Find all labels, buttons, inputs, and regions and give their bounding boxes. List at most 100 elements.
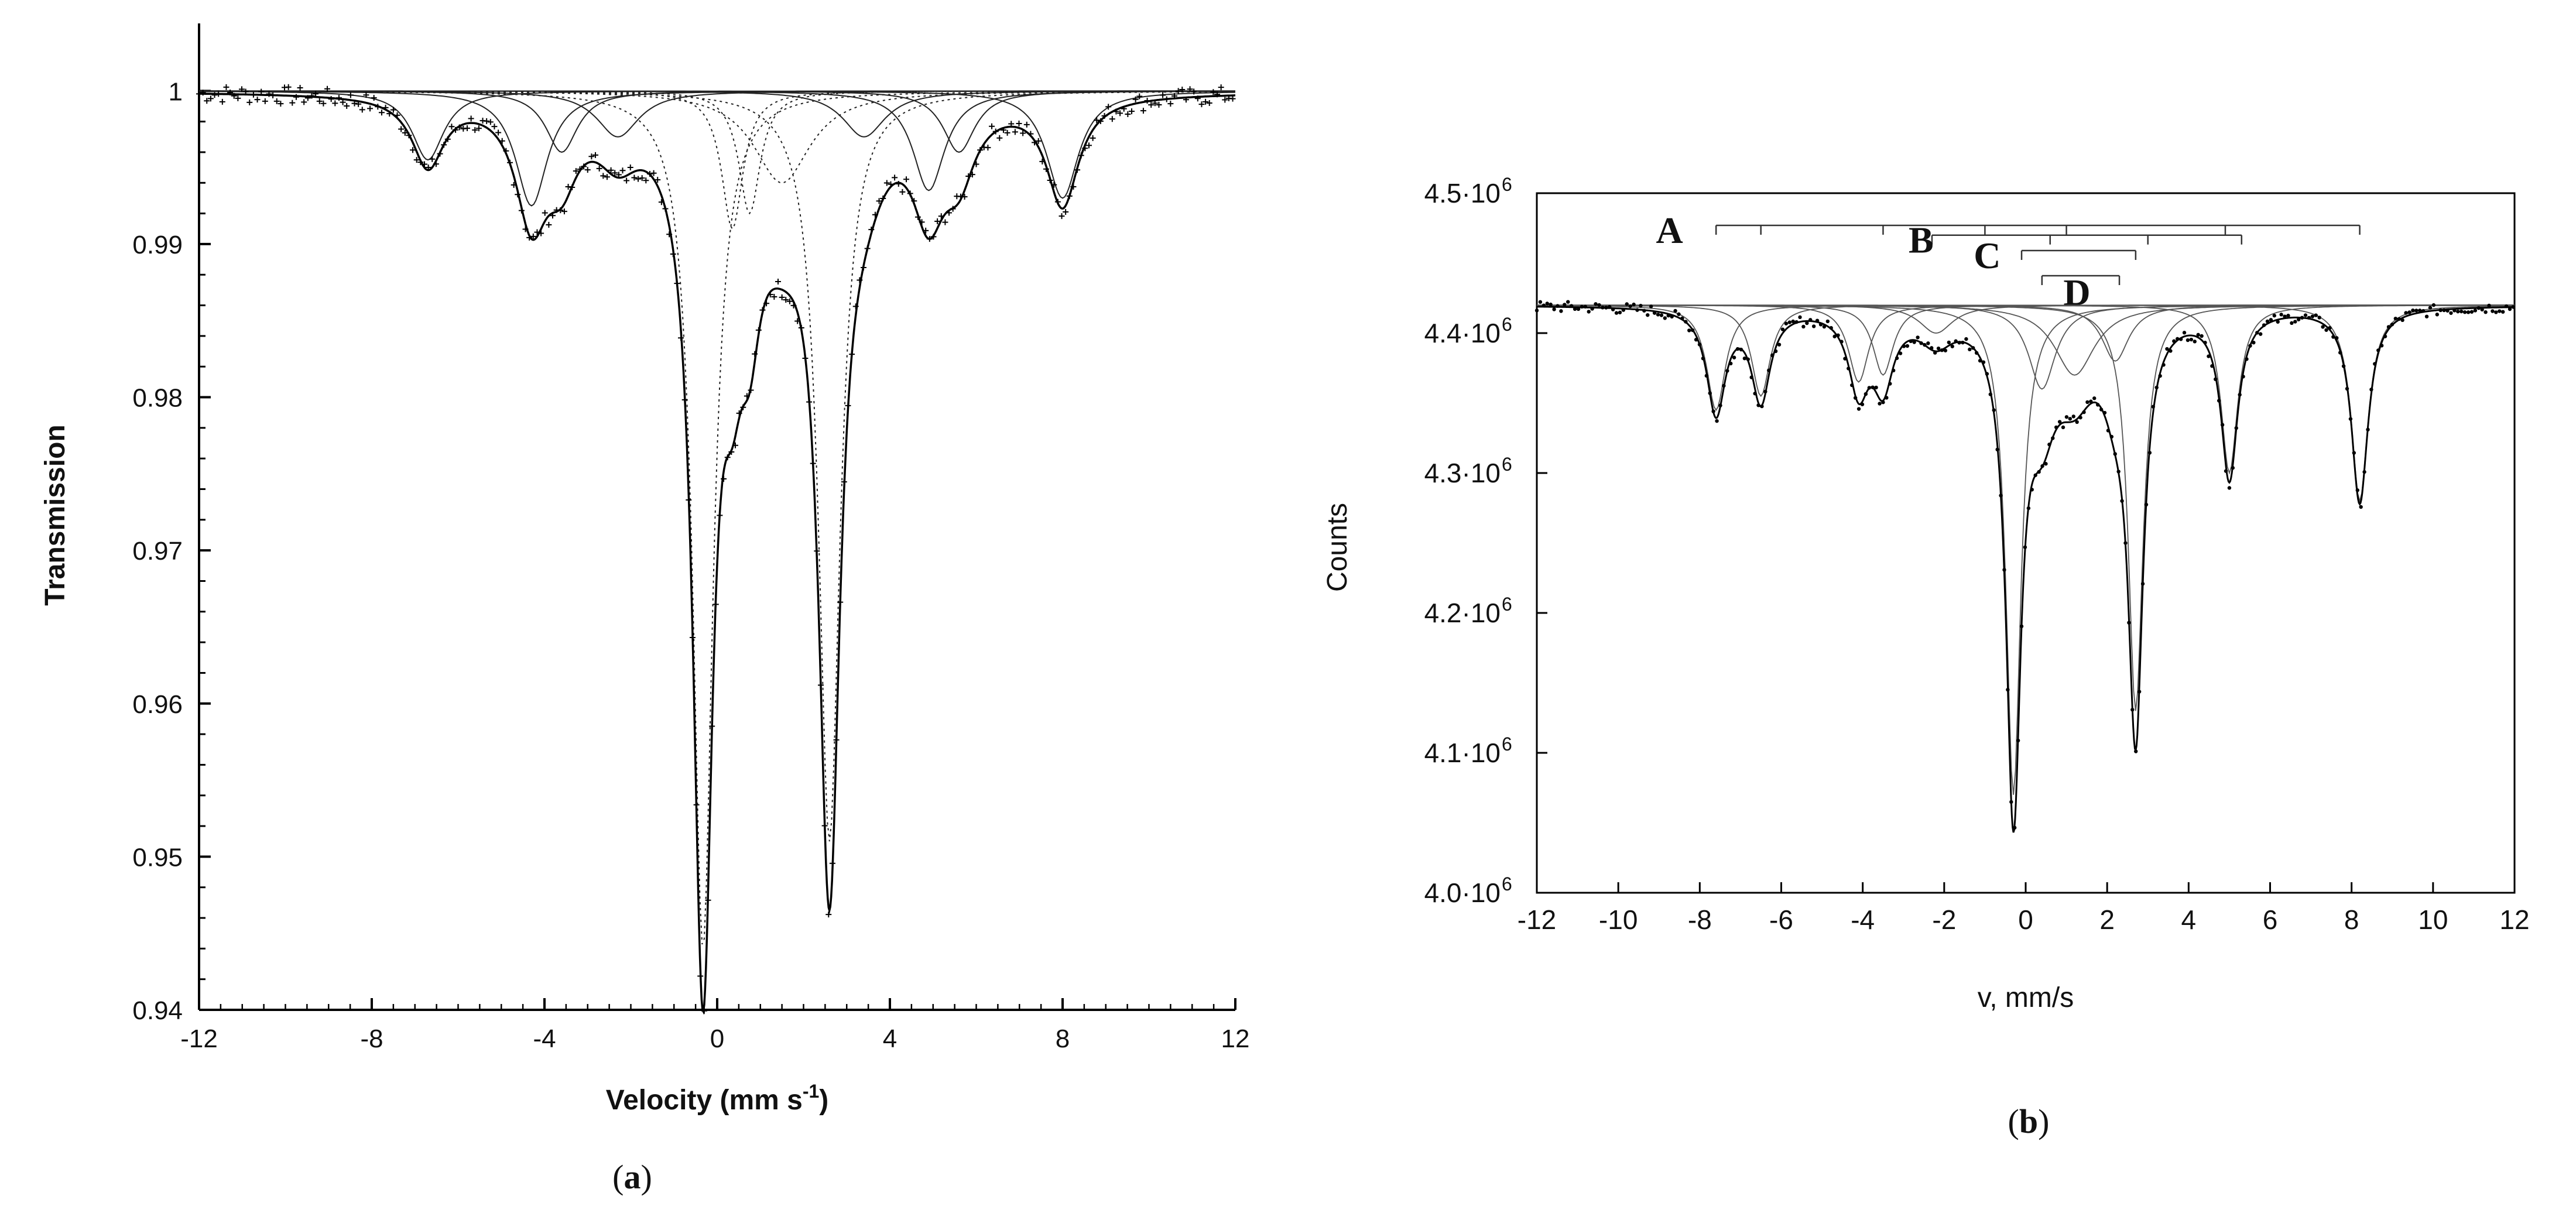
b-marker-label: D <box>2063 272 2090 313</box>
a-data-point <box>1125 111 1131 117</box>
b-data-point <box>2106 429 2111 433</box>
a-data-point <box>783 297 789 303</box>
b-data-point <box>2411 308 2415 313</box>
a-data-point <box>484 118 490 124</box>
b-data-point <box>2238 393 2242 397</box>
a-data-point <box>646 170 653 177</box>
b-data-point <box>2134 749 2138 753</box>
a-data-point <box>771 293 777 300</box>
a-data-point <box>1066 193 1073 199</box>
b-xtick-label: -12 <box>1517 904 1556 935</box>
a-data-point <box>662 205 669 212</box>
b-data-point <box>1670 314 1674 319</box>
a-data-point <box>1012 129 1018 135</box>
panel-a-ylabel: Transmission <box>40 424 71 605</box>
a-data-point <box>273 98 280 104</box>
a-data-point <box>1016 120 1022 126</box>
a-data-point <box>712 601 719 608</box>
a-data-point <box>231 92 237 99</box>
a-data-point <box>775 279 781 285</box>
a-xtick-label: -12 <box>180 1024 218 1053</box>
a-data-point <box>577 166 583 173</box>
b-data-point <box>1985 372 1989 376</box>
b-data-point <box>1704 373 1709 378</box>
b-data-point <box>2456 309 2460 314</box>
a-data-point <box>475 125 482 132</box>
b-data-point <box>2061 425 2065 430</box>
b-data-point <box>2258 332 2263 336</box>
b-data-point <box>1847 366 1851 371</box>
a-data-point <box>790 302 797 309</box>
b-data-point <box>2511 305 2516 309</box>
a-data-point <box>914 214 921 220</box>
a-data-point <box>515 191 521 198</box>
b-ytick-exponent: 6 <box>1502 594 1512 615</box>
b-data-point <box>2057 420 2062 424</box>
a-data-point <box>895 181 902 187</box>
b-data-point <box>1881 400 1885 405</box>
b-data-point <box>1538 300 1543 304</box>
b-data-point <box>2328 325 2332 330</box>
a-data-point <box>985 145 991 151</box>
b-data-point <box>2099 407 2104 412</box>
b-data-point <box>2390 323 2395 327</box>
a-data-point <box>880 195 886 201</box>
b-data-point <box>1639 303 1643 308</box>
b-data-point <box>2376 348 2380 352</box>
b-data-point <box>2255 331 2259 335</box>
a-data-point <box>1063 208 1069 215</box>
a-data-point <box>899 189 906 195</box>
a-data-point <box>223 84 229 90</box>
a-data-point <box>802 355 809 362</box>
b-marker-label: B <box>1909 220 1934 261</box>
a-data-point <box>262 98 268 104</box>
panel-a: 0.94 0.95 0.96 0.97 0.98 0.99 1 -12 -8 -4 0 4 8 12 Tr… <box>40 23 1249 1196</box>
b-data-point <box>2120 499 2124 503</box>
b-xtick-label: 10 <box>2418 904 2448 935</box>
b-data-point <box>1780 327 1785 331</box>
a-data-point <box>965 173 972 179</box>
a-data-point <box>441 142 447 148</box>
b-data-point <box>2085 400 2089 405</box>
b-data-point <box>2452 309 2457 313</box>
b-data-point <box>1556 304 1560 308</box>
b-data-point <box>1646 313 1650 317</box>
a-data-point <box>615 172 622 178</box>
b-data-point <box>1864 392 1868 396</box>
b-data-point <box>2130 708 2135 712</box>
b-data-point <box>2449 311 2453 315</box>
a-data-point <box>425 164 431 170</box>
b-data-point <box>2286 313 2290 318</box>
a-data-point <box>258 88 265 95</box>
a-data-point <box>1206 100 1212 106</box>
b-data-point <box>2245 357 2249 361</box>
b-xtick-label: 4 <box>2181 904 2197 935</box>
b-data-point <box>1566 300 1570 304</box>
b-data-point <box>2424 314 2429 318</box>
b-data-point <box>2383 334 2387 338</box>
a-data-point <box>371 95 377 101</box>
b-data-point <box>2483 310 2488 314</box>
a-data-point <box>1082 145 1088 152</box>
a-data-point <box>1004 129 1010 136</box>
a-data-point <box>697 973 704 979</box>
b-ytick-label: 4.5·10 <box>1424 178 1501 208</box>
b-component-curve <box>1537 304 2515 376</box>
b-data-point <box>1552 307 1556 311</box>
b-data-point <box>1549 302 1553 307</box>
b-data-point <box>2508 307 2512 311</box>
b-data-point <box>1867 386 1871 390</box>
a-data-point <box>487 119 494 125</box>
a-data-point <box>608 167 614 173</box>
panel-b-xlabel: v, mm/s <box>1978 982 2074 1013</box>
a-data-point <box>355 101 362 107</box>
a-data-point <box>989 123 995 129</box>
b-data-point <box>1787 320 1791 324</box>
a-data-point <box>1167 101 1174 107</box>
a-data-point <box>643 177 649 184</box>
a-data-point <box>278 101 284 107</box>
a-data-point <box>892 174 898 181</box>
b-data-point <box>1839 340 1844 344</box>
b-data-point <box>1739 347 1743 352</box>
b-data-point <box>2290 321 2294 325</box>
